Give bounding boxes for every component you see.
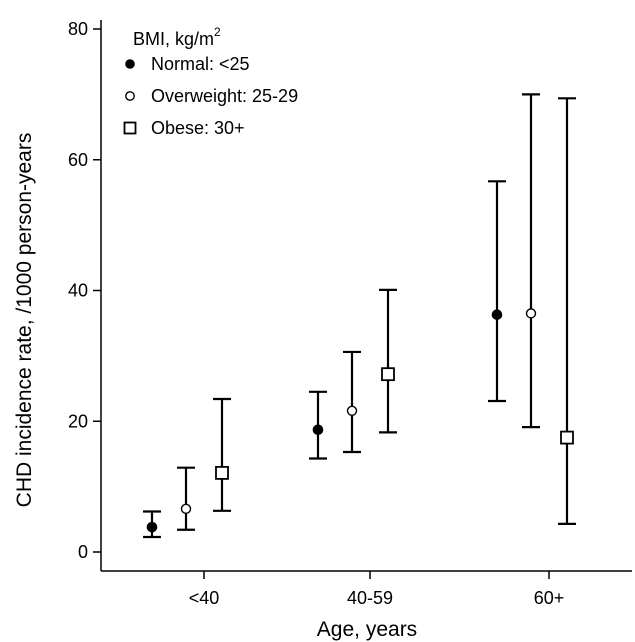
x-axis-title: Age, years [317, 618, 417, 641]
data-point-normal [146, 521, 158, 533]
x-tick-label: <40 [189, 588, 220, 608]
y-tick-label: 20 [68, 411, 88, 431]
legend-title-superscript: 2 [214, 25, 221, 39]
data-point-overweight [525, 308, 537, 319]
y-tick-label: 80 [68, 19, 88, 39]
legend-label: Overweight: 25-29 [151, 86, 298, 106]
axes [100, 20, 632, 572]
y-tick-label: 60 [68, 150, 88, 170]
y-tick-label: 40 [68, 281, 88, 301]
y-tick-label: 0 [78, 542, 88, 562]
error-bars [143, 93, 576, 539]
data-point-obese [381, 367, 395, 382]
data-point-overweight [180, 503, 192, 515]
legend-title: BMI, kg/m2 [133, 25, 221, 49]
legend-marker-hollow-square [123, 121, 137, 135]
markers [146, 308, 574, 533]
legend-label: Obese: 30+ [151, 118, 245, 138]
data-point-normal [491, 309, 503, 320]
x-tick-label: 40-59 [347, 588, 393, 608]
legend-marker-filled-circle [125, 59, 135, 69]
x-tick-label: 60+ [534, 588, 565, 608]
legend-marker-hollow-circle [125, 91, 135, 101]
data-point-obese [215, 465, 229, 480]
legend-label: Normal: <25 [151, 54, 250, 74]
y-ticks: 0 20 40 60 80 [68, 19, 101, 562]
legend-items: Normal: <25 Overweight: 25-29 Obese: 30+ [123, 54, 298, 138]
data-point-obese [560, 430, 574, 445]
x-ticks: <40 40-59 60+ [189, 571, 565, 608]
y-axis-title: CHD incidence rate, /1000 person-years [13, 133, 36, 508]
data-point-normal [312, 424, 324, 436]
data-point-overweight [346, 405, 358, 416]
legend: BMI, kg/m2 Normal: <25 Overweight: 25-29 O… [123, 25, 298, 138]
